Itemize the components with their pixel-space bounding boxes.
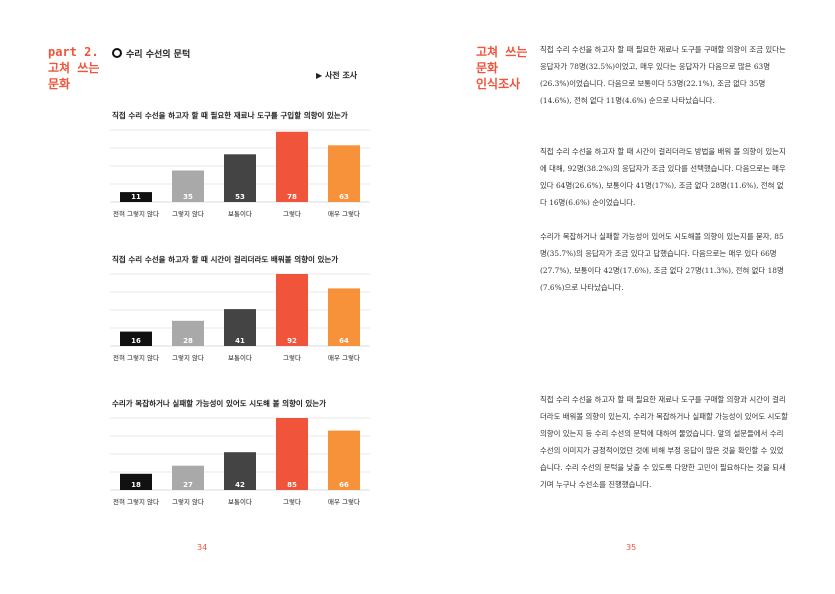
category-label: 그렇지 않다 bbox=[172, 497, 204, 506]
chart-title: 수리가 복잡하거나 실패할 가능성이 있어도 시도해 볼 의향이 있는가 bbox=[112, 399, 327, 408]
page-heading: 수리 수선의 문턱 bbox=[112, 47, 190, 60]
section-tag: part 2. 고쳐 쓰는 문화 bbox=[48, 44, 99, 92]
bar bbox=[224, 309, 256, 346]
bar bbox=[120, 331, 152, 346]
section-tag-line: 고쳐 쓰는 bbox=[476, 45, 528, 59]
bar-value-label: 41 bbox=[235, 337, 245, 345]
bar-value-label: 27 bbox=[183, 481, 193, 489]
section-tag-line: part 2. bbox=[48, 45, 99, 59]
category-label: 보통이다 bbox=[228, 209, 252, 218]
paragraph: 직접 수리 수선을 하고자 할 때 시간이 걸리더라도 방법을 배워 볼 의향이… bbox=[540, 147, 786, 207]
section-tag-line: 인식조사 bbox=[476, 77, 521, 91]
category-label: 전혀 그렇지 않다 bbox=[113, 353, 159, 362]
bar-chart: 16 전혀 그렇지 않다 28 그렇지 않다 41 보통이다 92 그렇다 64 매우 그렇다 bbox=[110, 273, 370, 362]
bar-chart: 11 전혀 그렇지 않다 35 그렇지 않다 53 보통이다 78 그렇다 63 매우 그렇다 bbox=[110, 129, 370, 218]
bar-chart: 18 전혀 그렇지 않다 27 그렇지 않다 42 보통이다 85 그렇다 66 매우 그렇다 bbox=[110, 417, 370, 506]
category-label: 그렇지 않다 bbox=[172, 209, 204, 218]
category-label: 보통이다 bbox=[228, 353, 252, 362]
bar-value-label: 53 bbox=[235, 193, 245, 201]
bar bbox=[172, 320, 204, 346]
category-label: 보통이다 bbox=[228, 497, 252, 506]
bar-value-label: 63 bbox=[339, 193, 349, 201]
bar bbox=[224, 154, 256, 202]
section-tag-line: 고쳐 쓰는 bbox=[48, 61, 100, 75]
bar-value-label: 92 bbox=[287, 337, 297, 345]
category-label: 전혀 그렇지 않다 bbox=[113, 497, 159, 506]
paragraph: 직접 수리 수선을 하고자 할 때 필요한 재료나 도구를 구매할 의향이 조금… bbox=[540, 45, 786, 105]
category-label: 그렇다 bbox=[283, 497, 301, 506]
bar bbox=[328, 288, 360, 346]
section-tag-line: 문화 bbox=[476, 61, 499, 75]
page-heading-text: 수리 수선의 문턱 bbox=[126, 50, 191, 60]
chart-title: 직접 수리 수선을 하고자 할 때 시간이 걸리더라도 배워볼 의향이 있는가 bbox=[112, 255, 339, 264]
bar-value-label: 28 bbox=[183, 337, 193, 345]
category-label: 그렇지 않다 bbox=[172, 353, 204, 362]
bar-value-label: 35 bbox=[183, 193, 193, 201]
category-label: 매우 그렇다 bbox=[328, 497, 360, 506]
bar bbox=[328, 430, 360, 490]
bar-value-label: 85 bbox=[287, 481, 297, 489]
bar-value-label: 64 bbox=[339, 337, 349, 345]
bar bbox=[224, 452, 256, 490]
category-label: 그렇다 bbox=[283, 209, 301, 218]
category-label: 매우 그렇다 bbox=[328, 353, 360, 362]
bar-value-label: 66 bbox=[339, 481, 349, 489]
bar-value-label: 78 bbox=[287, 193, 297, 201]
bar-value-label: 11 bbox=[131, 193, 141, 201]
subheading: ▶ 사전 조사 bbox=[316, 71, 358, 80]
bar bbox=[276, 274, 308, 346]
bar bbox=[172, 465, 204, 490]
section-tag: 고쳐 쓰는 문화 인식조사 bbox=[476, 44, 527, 92]
category-label: 그렇다 bbox=[283, 353, 301, 362]
page-number: 34 bbox=[197, 543, 208, 552]
category-label: 전혀 그렇지 않다 bbox=[113, 209, 159, 218]
bar bbox=[120, 473, 152, 490]
bar-value-label: 18 bbox=[131, 481, 141, 489]
ring-bullet-icon bbox=[112, 48, 122, 58]
chart-title: 직접 수리 수선을 하고자 할 때 필요한 재료나 도구를 구입할 의향이 있는… bbox=[112, 111, 348, 120]
bar-value-label: 16 bbox=[131, 337, 141, 345]
bar bbox=[120, 192, 152, 202]
bar-value-label: 42 bbox=[235, 481, 245, 489]
paragraph: 직접 수리 수선을 하고자 할 때 필요한 재료나 도구를 구매할 의향과 시간… bbox=[540, 395, 788, 489]
bar bbox=[276, 131, 308, 202]
bar bbox=[276, 418, 308, 490]
section-tag-line: 문화 bbox=[48, 77, 71, 91]
paragraph: 수리가 복잡하거나 실패할 가능성이 있어도 시도해볼 의향이 있는지를 묻자,… bbox=[540, 232, 784, 292]
page-number: 35 bbox=[626, 543, 637, 552]
bar bbox=[328, 145, 360, 202]
category-label: 매우 그렇다 bbox=[328, 209, 360, 218]
bar bbox=[172, 170, 204, 202]
